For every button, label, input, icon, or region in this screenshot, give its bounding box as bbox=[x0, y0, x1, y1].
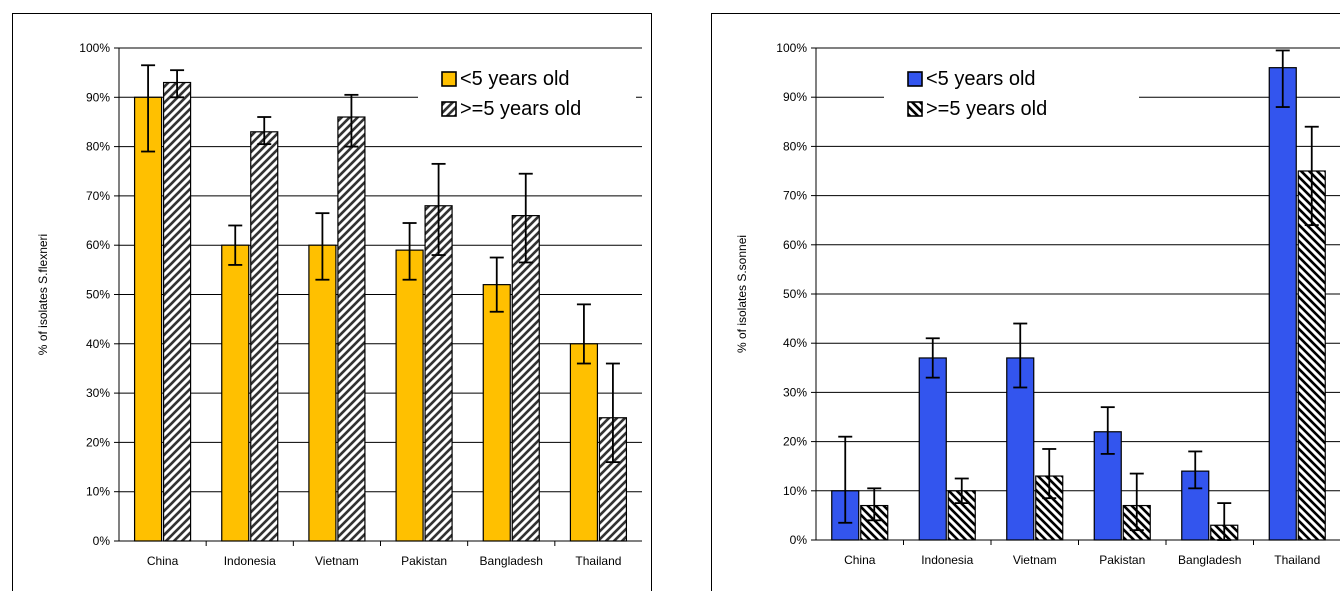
legend: <5 years old >=5 years old bbox=[418, 60, 636, 126]
bar-under5-indonesia bbox=[221, 244, 250, 542]
y-tick-label: 100% bbox=[776, 41, 807, 55]
y-tick-label: 90% bbox=[86, 90, 110, 104]
chart-sonnei: 0% 10% 20% 30% 40% 50% 60% 70% 80% 90% 100% % of is… bbox=[735, 41, 1340, 567]
x-tick-label: Thailand bbox=[575, 554, 621, 568]
x-tick-label: Indonesia bbox=[921, 553, 973, 567]
legend: <5 years old >=5 years old bbox=[884, 60, 1139, 130]
x-tick-label: Pakistan bbox=[1099, 553, 1145, 567]
y-tick-label: 0% bbox=[790, 533, 808, 547]
y-tick-label: 10% bbox=[86, 485, 110, 499]
bar-under5-china bbox=[133, 96, 163, 542]
legend-swatch bbox=[441, 101, 457, 117]
y-axis-label: % of isolates S.sonnei bbox=[735, 235, 749, 353]
chart-flexneri: 0% 10% 20% 30% 40% 50% 60% 70% 80% 90% 100% % of is… bbox=[36, 41, 642, 568]
y-tick-label: 10% bbox=[783, 484, 807, 498]
chart-panel-sonnei: 0% 10% 20% 30% 40% 50% 60% 70% 80% 90% 100% % of is… bbox=[711, 13, 1340, 591]
y-tick-label: 70% bbox=[783, 189, 807, 203]
legend-swatch bbox=[441, 71, 457, 87]
bar-over5-bangladesh bbox=[511, 215, 540, 542]
bar-over5-thailand bbox=[1297, 170, 1326, 541]
x-tick-label: Pakistan bbox=[401, 554, 447, 568]
legend-label: >=5 years old bbox=[460, 98, 581, 120]
y-tick-label: 40% bbox=[86, 337, 110, 351]
y-tick-label: 30% bbox=[86, 386, 110, 400]
bar-under5-pakistan bbox=[395, 249, 424, 542]
y-tick-label: 0% bbox=[93, 534, 111, 548]
y-tick-label: 20% bbox=[86, 435, 110, 449]
x-tick-label: Indonesia bbox=[224, 554, 276, 568]
x-tick-label: Thailand bbox=[1274, 553, 1320, 567]
y-axis-label: % of isolates S.flexneri bbox=[36, 234, 50, 355]
bar-under5-thailand bbox=[1268, 67, 1297, 541]
y-tick-label: 60% bbox=[86, 238, 110, 252]
y-tick-label: 30% bbox=[783, 385, 807, 399]
y-tick-label: 70% bbox=[86, 189, 110, 203]
y-tick-label: 50% bbox=[783, 287, 807, 301]
y-tick-label: 40% bbox=[783, 336, 807, 350]
bar-over5-china bbox=[162, 81, 192, 542]
bar-over5-indonesia bbox=[250, 131, 279, 542]
y-tick-label: 60% bbox=[783, 238, 807, 252]
x-tick-label: Bangladesh bbox=[480, 554, 543, 568]
y-tick-label: 80% bbox=[86, 140, 110, 154]
x-tick-label: China bbox=[147, 554, 179, 568]
y-tick-label: 20% bbox=[783, 435, 807, 449]
bar-over5-pakistan bbox=[424, 205, 453, 542]
bar-under5-vietnam bbox=[308, 244, 337, 542]
y-tick-label: 100% bbox=[79, 41, 110, 55]
chart-panel-flexneri: 0% 10% 20% 30% 40% 50% 60% 70% 80% 90% 100% % of is… bbox=[12, 13, 652, 591]
bar-under5-bangladesh bbox=[482, 284, 511, 542]
bar-over5-vietnam bbox=[337, 116, 366, 542]
bar-under5-indonesia bbox=[918, 357, 947, 541]
x-tick-label: Vietnam bbox=[1013, 553, 1057, 567]
legend-label: >=5 years old bbox=[926, 98, 1047, 120]
y-tick-label: 80% bbox=[783, 139, 807, 153]
legend-swatch bbox=[907, 101, 923, 117]
x-tick-label: Vietnam bbox=[315, 554, 359, 568]
y-tick-label: 90% bbox=[783, 90, 807, 104]
legend-background bbox=[884, 60, 1139, 130]
bar-under5-thailand bbox=[569, 343, 599, 542]
x-tick-label: Bangladesh bbox=[1178, 553, 1241, 567]
y-tick-label: 50% bbox=[86, 288, 110, 302]
x-tick-label: China bbox=[844, 553, 876, 567]
legend-label: <5 years old bbox=[926, 68, 1036, 90]
legend-swatch bbox=[907, 71, 923, 87]
legend-label: <5 years old bbox=[460, 68, 570, 90]
